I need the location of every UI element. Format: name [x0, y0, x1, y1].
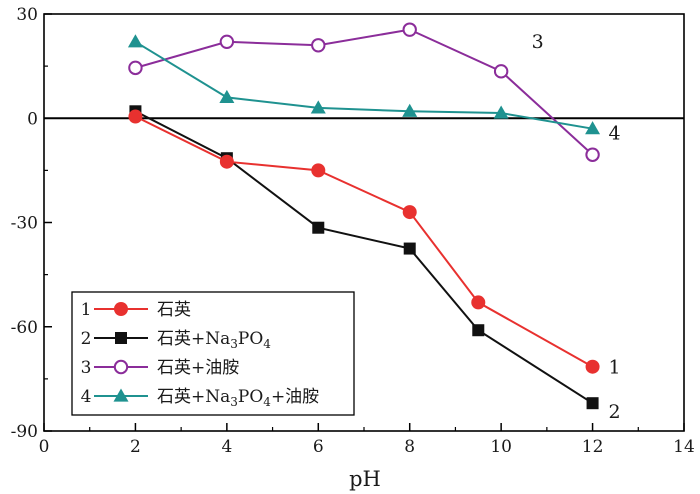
series-1-point — [585, 359, 600, 374]
series-4-point — [493, 105, 509, 119]
series-2-point — [586, 397, 599, 410]
legend-item-2: 2 石英+Na3PO4 — [81, 329, 272, 351]
series-1-line — [134, 115, 594, 368]
series-3-point — [402, 22, 417, 37]
legend-marker — [113, 388, 129, 402]
x-tick-label: 14 — [673, 437, 695, 457]
series-4-point — [402, 103, 418, 117]
series-4-point — [127, 34, 143, 48]
x-tick-label: 2 — [130, 437, 141, 457]
legend-number: 4 — [81, 387, 92, 407]
series-1-end-label: 1 — [609, 357, 621, 379]
series-3 — [128, 22, 600, 162]
series-3-point — [128, 60, 143, 76]
series-3-point — [311, 38, 326, 53]
x-tick-label: 0 — [39, 437, 50, 457]
x-axis-title: pH — [349, 467, 381, 491]
series-3-point — [219, 34, 235, 49]
y-tick-label: -90 — [11, 422, 38, 442]
series-2-point — [403, 242, 416, 255]
series-3-point — [585, 147, 600, 162]
series-2 — [129, 105, 599, 410]
plot-frame — [43, 13, 685, 432]
legend-number: 3 — [81, 358, 92, 378]
series-1-point — [219, 154, 234, 169]
series-2-line — [134, 110, 594, 405]
legend-item-4: 4 石英+Na3PO4+油胺 — [81, 387, 320, 409]
series-4 — [127, 34, 601, 135]
legend-marker — [115, 332, 127, 344]
series-3-end-label: 3 — [532, 31, 544, 53]
legend-marker — [114, 302, 128, 316]
x-tick-label: 4 — [221, 437, 232, 457]
legend-item-3: 3 石英+油胺 — [81, 358, 240, 378]
legend-number: 2 — [81, 329, 92, 349]
series-4-line — [134, 40, 593, 130]
x-tick-label: 8 — [404, 437, 415, 457]
series-1-point — [311, 163, 326, 178]
legend-label: 石英+油胺 — [157, 358, 239, 378]
y-tick-label: -30 — [11, 214, 38, 234]
y-tick-label: 30 — [16, 5, 38, 25]
series-layer — [127, 22, 601, 410]
series-3-line — [135, 28, 594, 156]
legend-label: 石英+Na3PO4+油胺 — [157, 387, 319, 409]
x-tick-label: 6 — [313, 437, 324, 457]
x-tick-label: 10 — [490, 437, 512, 457]
series-3-point — [493, 64, 509, 79]
series-4-point — [219, 89, 235, 104]
legend-item-1: 1 石英 — [81, 300, 191, 320]
series-1 — [128, 109, 600, 374]
series-4-end-label: 4 — [609, 123, 621, 145]
series-2-point — [312, 221, 325, 234]
series-1-point — [402, 205, 417, 220]
series-2-point — [472, 324, 485, 337]
y-tick-label: 0 — [27, 109, 38, 129]
series-1-point — [128, 109, 143, 124]
legend-label: 石英+Na3PO4 — [157, 329, 271, 351]
y-tick-label: -60 — [11, 318, 38, 338]
series-4-point — [310, 100, 326, 114]
series-1-point — [471, 295, 486, 310]
legend-marker — [113, 359, 129, 375]
legend-label: 石英 — [157, 300, 191, 320]
series-2-end-label: 2 — [609, 401, 621, 423]
legend-items: 1 石英 2 石英+Na3PO4 3 石英+油胺 4 石英+Na3PO4+油胺 — [81, 300, 320, 409]
legend: 1 石英 2 石英+Na3PO4 3 石英+油胺 4 石英+Na3PO4+油胺 — [71, 291, 355, 416]
series-4-point — [585, 121, 601, 135]
x-tick-label: 12 — [582, 437, 604, 457]
legend-number: 1 — [81, 300, 92, 320]
